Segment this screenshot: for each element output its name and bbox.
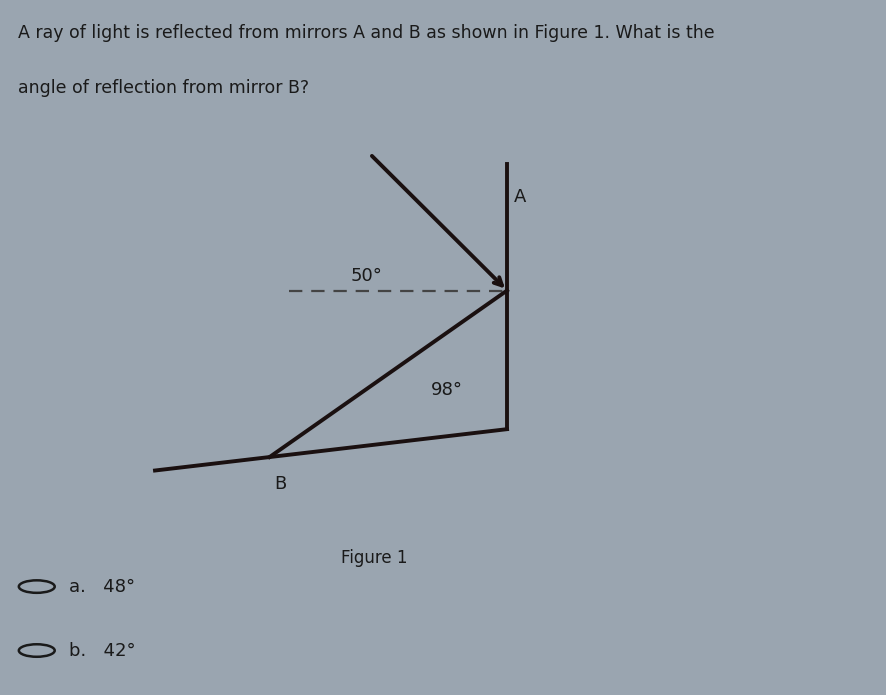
Text: b.   42°: b. 42° [69,641,136,660]
Text: A ray of light is reflected from mirrors A and B as shown in Figure 1. What is t: A ray of light is reflected from mirrors… [18,24,714,42]
Text: Figure 1: Figure 1 [341,549,408,566]
Text: B: B [275,475,286,493]
Text: 50°: 50° [351,267,383,284]
Text: 98°: 98° [431,381,463,398]
Text: angle of reflection from mirror B?: angle of reflection from mirror B? [18,79,308,97]
Text: A: A [514,188,526,206]
Text: a.   48°: a. 48° [69,578,135,596]
